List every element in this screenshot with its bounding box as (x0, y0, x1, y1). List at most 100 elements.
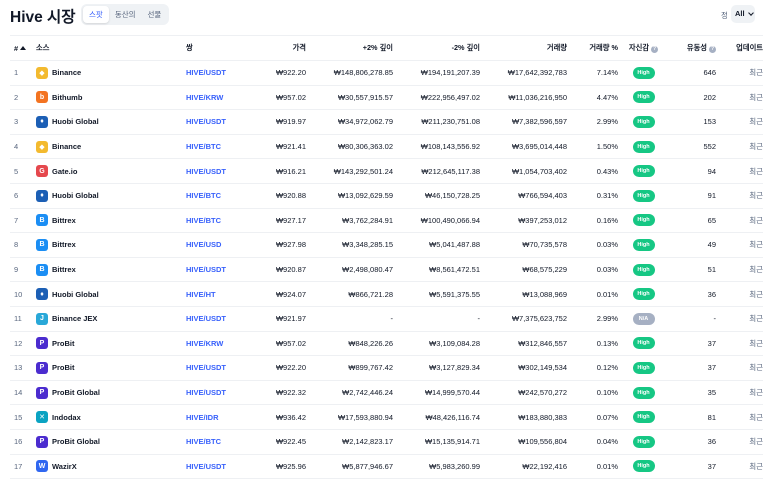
pair-link[interactable]: HIVE/USDT (186, 265, 227, 275)
source-cell[interactable]: ♦ Huobi Global (36, 109, 186, 135)
pair-link[interactable]: HIVE/USDT (186, 363, 227, 373)
col-header-source[interactable]: 소스 (36, 35, 186, 61)
exchange-name-link[interactable]: ProBit Global (52, 388, 100, 398)
pair-link[interactable]: HIVE/USDT (186, 117, 227, 127)
updated-cell: 최근 (716, 404, 763, 430)
confidence-badge: High (632, 214, 655, 227)
table-row[interactable]: 11 J Binance JEX HIVE/USDT ₩921.97- - ₩7,375,6… (10, 306, 763, 332)
table-row[interactable]: 12 P ProBit HIVE/KRW ₩957.02 ₩848,226.26 ₩3,10… (10, 331, 763, 357)
source-cell[interactable]: P ProBit (36, 331, 186, 357)
col-header-liquidity[interactable]: 유동성? (669, 35, 716, 61)
source-cell[interactable]: ◆ Binance (36, 60, 186, 86)
pair-link[interactable]: HIVE/USDT (186, 166, 227, 176)
depth-plus-cell: ₩30,557,915.57 (306, 85, 393, 111)
exchange-name-link[interactable]: Bittrex (52, 215, 76, 225)
source-cell[interactable]: J Binance JEX (36, 306, 186, 332)
exchange-name-link[interactable]: Huobi Global (52, 191, 99, 201)
pair-link[interactable]: HIVE/KRW (186, 338, 224, 348)
source-cell[interactable]: G Gate.io (36, 158, 186, 184)
col-header-depth-minus[interactable]: -2% 깊이 (393, 35, 480, 61)
info-icon[interactable]: ? (651, 46, 659, 53)
pair-link[interactable]: HIVE/USD (186, 240, 222, 250)
confidence-cell: High (618, 232, 669, 258)
table-row[interactable]: 15 ✕ Indodax HIVE/IDR ₩936.42 ₩17,593,880.94 ₩… (10, 404, 763, 430)
table-row[interactable]: 10 ♦ Huobi Global HIVE/HT ₩924.07 ₩866,721.28… (10, 281, 763, 307)
exchange-name-link[interactable]: Bittrex (52, 265, 76, 275)
pair-link[interactable]: HIVE/BTC (186, 142, 222, 152)
exchange-name-link[interactable]: Gate.io (52, 166, 78, 176)
source-cell[interactable]: W WazirX (36, 454, 186, 479)
table-row[interactable]: 9 B Bittrex HIVE/USDT ₩920.87 ₩2,498,080.47 ₩8… (10, 257, 763, 283)
pair-link[interactable]: HIVE/IDR (186, 412, 219, 422)
table-row[interactable]: 17 W WazirX HIVE/USDT ₩925.96 ₩5,877,946.67 ₩5… (10, 454, 763, 479)
exchange-name-link[interactable]: Bithumb (52, 92, 83, 102)
col-header-price[interactable]: 가격 (251, 35, 306, 61)
source-cell[interactable]: ✕ Indodax (36, 404, 186, 430)
source-cell[interactable]: ♦ Huobi Global (36, 183, 186, 209)
source-cell[interactable]: P ProBit Global (36, 429, 186, 455)
table-row[interactable]: 3 ♦ Huobi Global HIVE/USDT ₩919.97 ₩34,972,06… (10, 109, 763, 135)
table-row[interactable]: 6 ♦ Huobi Global HIVE/BTC ₩920.88 ₩13,092,629… (10, 183, 763, 209)
col-header-volume[interactable]: 거래량 (480, 35, 567, 61)
source-cell[interactable]: B Bittrex (36, 208, 186, 234)
table-row[interactable]: 1 ◆ Binance HIVE/USDT ₩922.20 ₩148,806,278.85… (10, 60, 763, 86)
pair-link[interactable]: HIVE/BTC (186, 191, 222, 201)
pair-link[interactable]: HIVE/USDT (186, 461, 227, 471)
confidence-badge: High (632, 66, 655, 79)
exchange-name-link[interactable]: Indodax (52, 412, 81, 422)
table-row[interactable]: 16 P ProBit Global HIVE/BTC ₩922.45 ₩2,142,82… (10, 429, 763, 455)
depth-minus-cell: ₩5,041,487.88 (393, 232, 480, 258)
tab-perpetual[interactable]: 동산의 (114, 10, 136, 19)
pair-cell: HIVE/USDT (186, 380, 251, 406)
liquidity-cell: 36 (669, 429, 716, 455)
pair-link[interactable]: HIVE/USDT (186, 388, 227, 398)
exchange-name-link[interactable]: Huobi Global (52, 117, 99, 127)
exchange-name-link[interactable]: Huobi Global (52, 289, 99, 299)
tab-futures[interactable]: 선물 (147, 10, 162, 19)
pair-link[interactable]: HIVE/HT (186, 289, 216, 299)
table-row[interactable]: 4 ◆ Binance HIVE/BTC ₩921.41 ₩80,306,363.02 ₩1… (10, 134, 763, 160)
exchange-name-link[interactable]: ProBit (52, 363, 75, 373)
source-cell[interactable]: B Bittrex (36, 257, 186, 283)
pair-filter-dropdown[interactable]: All (731, 5, 755, 23)
exchange-name-link[interactable]: Binance (52, 142, 82, 152)
col-header-pair[interactable]: 쌍 (186, 35, 251, 61)
col-header-volume-pct[interactable]: 거래량 % (567, 35, 618, 61)
table-row[interactable]: 7 B Bittrex HIVE/BTC ₩927.17 ₩3,762,284.91 ₩10… (10, 208, 763, 234)
source-cell[interactable]: P ProBit Global (36, 380, 186, 406)
pair-link[interactable]: HIVE/BTC (186, 437, 222, 447)
exchange-name-link[interactable]: Binance JEX (52, 314, 98, 324)
info-icon[interactable]: ? (709, 46, 716, 53)
pair-link[interactable]: HIVE/KRW (186, 92, 224, 102)
source-cell[interactable]: B Bittrex (36, 232, 186, 258)
confidence-badge: High (632, 189, 655, 202)
pair-link[interactable]: HIVE/USDT (186, 68, 227, 78)
exchange-name-link[interactable]: Binance (52, 68, 82, 78)
source-cell[interactable]: b Bithumb (36, 85, 186, 111)
rank-cell: 10 (10, 281, 36, 307)
exchange-name-link[interactable]: Bittrex (52, 240, 76, 250)
col-header-confidence[interactable]: 자신감? (618, 35, 669, 61)
table-row[interactable]: 13 P ProBit HIVE/USDT ₩922.20 ₩899,767.42 ₩3,1… (10, 355, 763, 381)
col-header-rank[interactable]: # (10, 35, 36, 61)
exchange-name-link[interactable]: WazirX (52, 461, 77, 471)
table-row[interactable]: 8 B Bittrex HIVE/USD ₩927.98 ₩3,348,285.15 ₩5,… (10, 232, 763, 258)
updated-cell: 최근 (716, 306, 763, 332)
depth-minus-cell: ₩108,143,556.92 (393, 134, 480, 160)
table-row[interactable]: 2 b Bithumb HIVE/KRW ₩957.02 ₩30,557,915.57 ₩2… (10, 85, 763, 111)
col-header-updated[interactable]: 업데이트 (716, 35, 763, 61)
table-row[interactable]: 14 P ProBit Global HIVE/USDT ₩922.32 ₩2,742,4… (10, 380, 763, 406)
tab-spot[interactable]: 스팟 (83, 6, 109, 23)
source-cell[interactable]: ♦ Huobi Global (36, 281, 186, 307)
exchange-name-link[interactable]: ProBit (52, 338, 75, 348)
table-row[interactable]: 5 G Gate.io HIVE/USDT ₩916.21 ₩143,292,501.24… (10, 158, 763, 184)
confidence-cell: High (618, 158, 669, 184)
col-header-depth-plus[interactable]: +2% 깊이 (306, 35, 393, 61)
pair-link[interactable]: HIVE/USDT (186, 314, 227, 324)
exchange-name-link[interactable]: ProBit Global (52, 437, 100, 447)
source-cell[interactable]: ◆ Binance (36, 134, 186, 160)
depth-plus-cell: - (306, 306, 393, 332)
depth-minus-cell: ₩3,109,084.28 (393, 331, 480, 357)
source-cell[interactable]: P ProBit (36, 355, 186, 381)
pair-link[interactable]: HIVE/BTC (186, 215, 222, 225)
